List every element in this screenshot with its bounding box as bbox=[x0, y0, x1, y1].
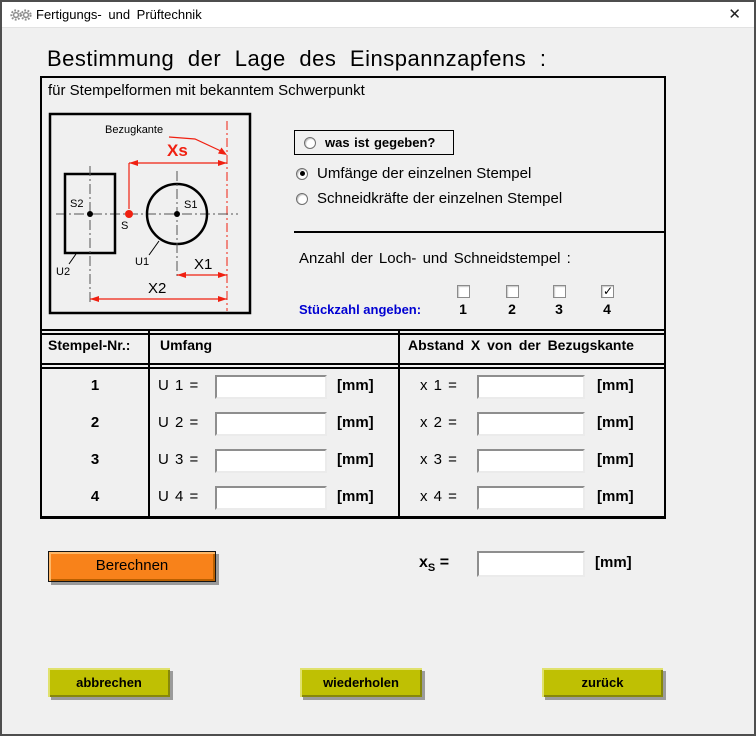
question-box: was ist gegeben? bbox=[294, 130, 454, 155]
x1-unit: [mm] bbox=[597, 377, 634, 394]
stamp-count-checkbox-1[interactable] bbox=[457, 285, 470, 298]
xs-subscript: S bbox=[427, 562, 436, 575]
x2-input[interactable] bbox=[477, 412, 585, 436]
x4-unit: [mm] bbox=[597, 488, 634, 505]
titlebar: Fertigungs- und Prüftechnik ✕ bbox=[2, 2, 754, 28]
stamp-count-checkbox-4[interactable] bbox=[601, 284, 614, 298]
count-number-3: 3 bbox=[555, 301, 563, 317]
stamp-count-checkbox-3[interactable] bbox=[553, 285, 566, 298]
column-separator-2 bbox=[398, 329, 400, 516]
table-row: 1 U 1 = [mm] x 1 = [mm] bbox=[42, 369, 664, 406]
table-header-double-line bbox=[42, 363, 664, 369]
xs-result-input[interactable] bbox=[477, 551, 585, 577]
x3-label: x 3 = bbox=[420, 451, 457, 468]
xs-base: x bbox=[419, 554, 428, 571]
page-title: Bestimmung der Lage des Einspannzapfens … bbox=[47, 46, 547, 71]
xs-equals: = bbox=[439, 554, 450, 571]
x2-label: x 2 = bbox=[420, 414, 457, 431]
column-header-stempel-nr: Stempel-Nr.: bbox=[48, 337, 131, 353]
x4-label: x 4 = bbox=[420, 488, 457, 505]
label-s: S bbox=[121, 220, 128, 232]
xs-unit: [mm] bbox=[595, 554, 632, 571]
radio-label-umfaenge: Umfänge der einzelnen Stempel bbox=[317, 165, 532, 182]
cancel-button[interactable]: abbrechen bbox=[48, 668, 170, 697]
u3-input[interactable] bbox=[215, 449, 327, 473]
s1-center-dot bbox=[174, 211, 180, 217]
count-number-4: 4 bbox=[603, 301, 611, 317]
radio-label-schneidkraefte: Schneidkräfte der einzelnen Stempel bbox=[317, 190, 563, 207]
u4-unit: [mm] bbox=[337, 488, 374, 505]
u2-unit: [mm] bbox=[337, 414, 374, 431]
row-number: 1 bbox=[90, 377, 100, 394]
u1-input[interactable] bbox=[215, 375, 327, 399]
s2-center-dot bbox=[87, 211, 93, 217]
given-question-radio[interactable] bbox=[304, 136, 316, 149]
bezugkante-leader bbox=[168, 136, 224, 153]
radio-option-schneidkraefte[interactable]: Schneidkräfte der einzelnen Stempel bbox=[296, 190, 562, 207]
calculate-button[interactable]: Berechnen bbox=[48, 551, 216, 582]
centroid-dot bbox=[125, 210, 133, 218]
subheading: für Stempelformen mit bekanntem Schwerpu… bbox=[48, 82, 365, 99]
label-u1: U1 bbox=[135, 256, 149, 268]
label-bezugkante: Bezugkante bbox=[105, 124, 163, 136]
count-hint: Stückzahl angeben: bbox=[299, 302, 422, 317]
label-s2: S2 bbox=[70, 198, 83, 210]
repeat-button[interactable]: wiederholen bbox=[300, 668, 422, 697]
given-option-radio-1[interactable] bbox=[296, 167, 308, 180]
label-x1: X1 bbox=[194, 256, 212, 273]
x1-label: x 1 = bbox=[420, 377, 457, 394]
u1-unit: [mm] bbox=[337, 377, 374, 394]
row-number: 3 bbox=[90, 451, 100, 468]
table-row: 3 U 3 = [mm] x 3 = [mm] bbox=[42, 443, 664, 480]
window-title: Fertigungs- und Prüftechnik bbox=[36, 7, 202, 22]
u4-input[interactable] bbox=[215, 486, 327, 510]
count-number-1: 1 bbox=[459, 301, 467, 317]
label-u2: U2 bbox=[56, 266, 70, 278]
close-icon[interactable]: ✕ bbox=[728, 6, 741, 23]
leader-arrowhead bbox=[218, 147, 227, 155]
radio-option-umfaenge[interactable]: Umfänge der einzelnen Stempel bbox=[296, 165, 531, 182]
table-row: 2 U 2 = [mm] x 2 = [mm] bbox=[42, 406, 664, 443]
x3-unit: [mm] bbox=[597, 451, 634, 468]
x4-input[interactable] bbox=[477, 486, 585, 510]
column-header-abstand: Abstand X von der Bezugskante bbox=[408, 337, 634, 353]
count-number-2: 2 bbox=[508, 301, 516, 317]
row-number: 4 bbox=[90, 488, 100, 505]
table-row: 4 U 4 = [mm] x 4 = [mm] bbox=[42, 480, 664, 517]
u1-label: U 1 = bbox=[158, 377, 199, 394]
given-option-radio-2[interactable] bbox=[296, 192, 308, 205]
column-separator-1 bbox=[148, 329, 150, 516]
table-top-double-line bbox=[42, 329, 664, 335]
punch-diagram: Bezugkante Xs S2 S S1 U1 U2 bbox=[48, 112, 252, 315]
label-s1: S1 bbox=[184, 199, 197, 211]
u4-label: U 4 = bbox=[158, 488, 199, 505]
question-label: was ist gegeben? bbox=[325, 135, 436, 150]
label-xs: Xs bbox=[167, 141, 188, 160]
main-panel: für Stempelformen mit bekanntem Schwerpu… bbox=[40, 76, 666, 519]
count-section-title: Anzahl der Loch- und Schneidstempel : bbox=[299, 250, 571, 267]
u2-input[interactable] bbox=[215, 412, 327, 436]
column-header-umfang: Umfang bbox=[160, 337, 213, 353]
x3-input[interactable] bbox=[477, 449, 585, 473]
section-divider bbox=[294, 231, 664, 233]
stamp-count-checkbox-2[interactable] bbox=[506, 285, 519, 298]
label-x2: X2 bbox=[148, 280, 166, 297]
xs-result-label: xS = bbox=[419, 554, 449, 574]
x1-input[interactable] bbox=[477, 375, 585, 399]
u3-label: U 3 = bbox=[158, 451, 199, 468]
u3-unit: [mm] bbox=[337, 451, 374, 468]
row-number: 2 bbox=[90, 414, 100, 431]
diagram-frame bbox=[48, 112, 252, 315]
gears-icon bbox=[10, 9, 32, 21]
u2-label: U 2 = bbox=[158, 414, 199, 431]
back-button[interactable]: zurück bbox=[542, 668, 663, 697]
x2-unit: [mm] bbox=[597, 414, 634, 431]
